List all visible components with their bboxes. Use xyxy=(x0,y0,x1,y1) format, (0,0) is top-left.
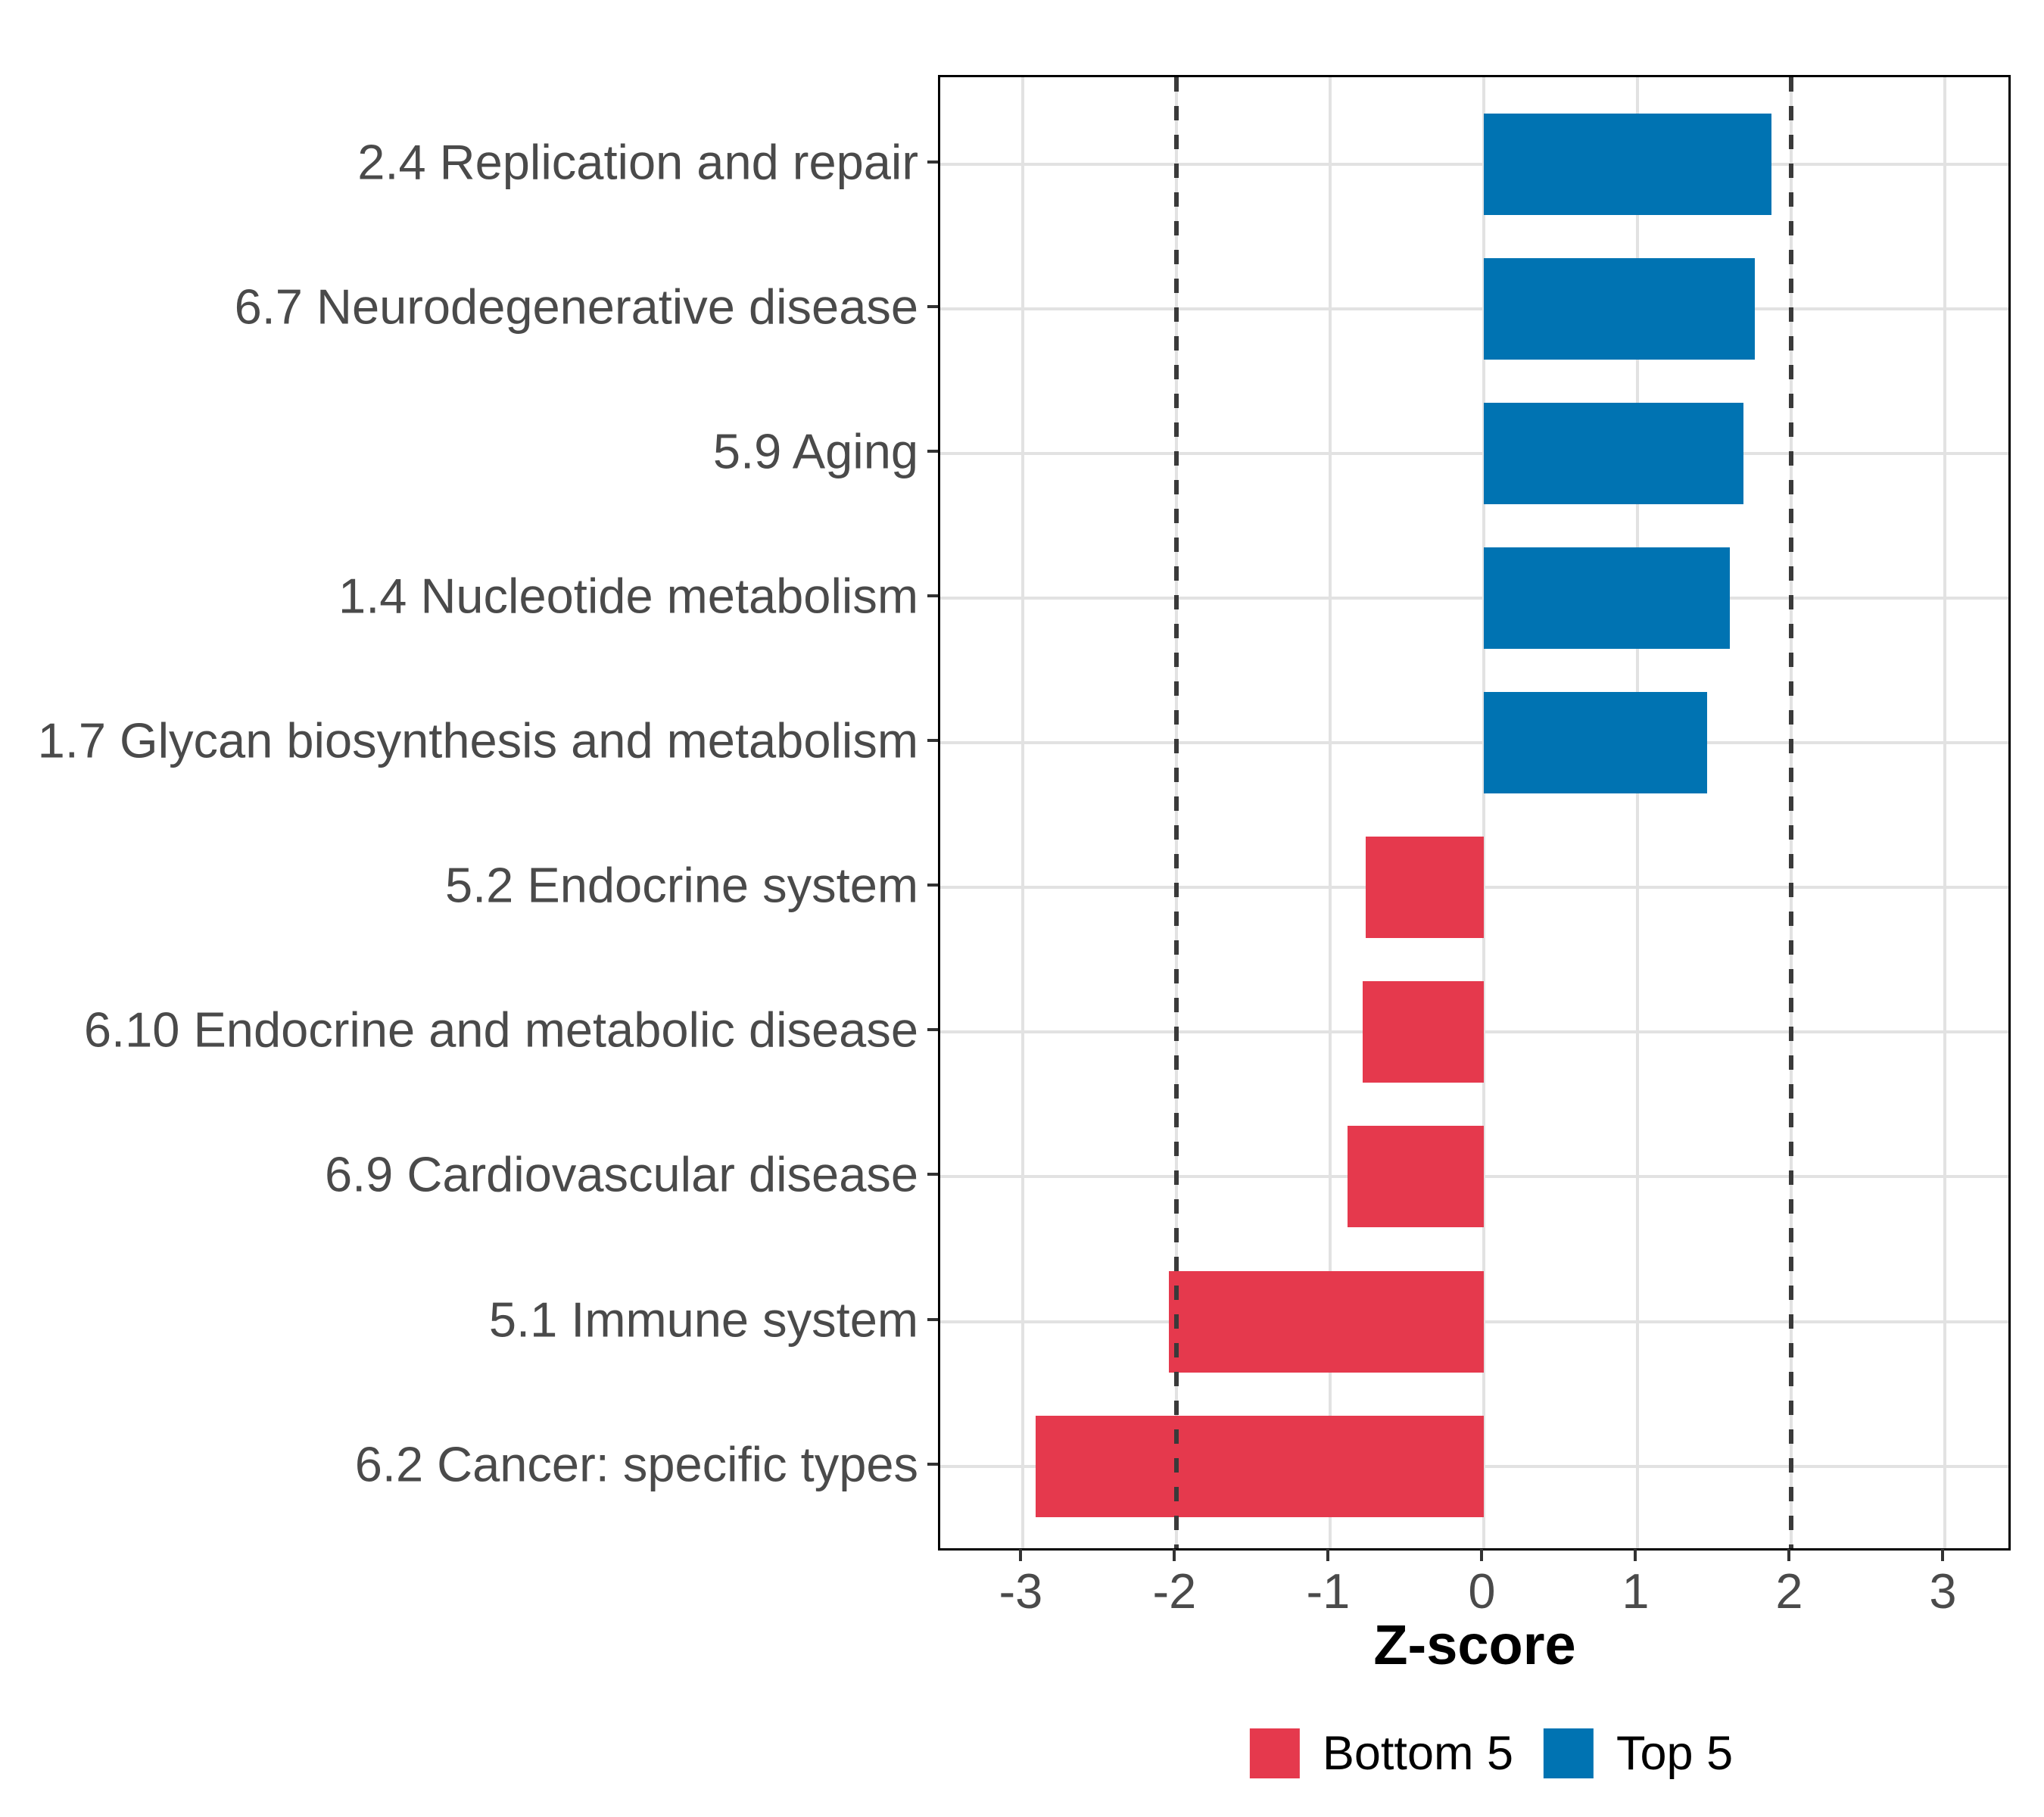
gridline-y xyxy=(940,597,2008,600)
x-tick-mark xyxy=(1634,1549,1637,1561)
x-tick-label: -1 xyxy=(1306,1563,1351,1619)
y-tick-mark xyxy=(927,884,938,887)
bar-bottom5 xyxy=(1366,837,1485,939)
bar-top5 xyxy=(1484,257,1755,360)
y-axis-label: 1.4 Nucleotide metabolism xyxy=(338,568,918,624)
y-axis-label: 1.7 Glycan biosynthesis and metabolism xyxy=(37,712,918,768)
legend-item-bottom-5: Bottom 5 xyxy=(1249,1726,1513,1780)
x-tick-label: -2 xyxy=(1152,1563,1197,1619)
y-axis-label: 5.9 Aging xyxy=(712,423,918,479)
reference-line-2 xyxy=(1789,77,1794,1548)
y-axis-label: 5.2 Endocrine system xyxy=(444,857,918,913)
gridline-x-0 xyxy=(1482,77,1486,1548)
bar-bottom5 xyxy=(1363,981,1485,1083)
x-tick-mark xyxy=(1326,1549,1330,1561)
x-tick-mark xyxy=(1480,1549,1484,1561)
x-axis-title: Z-score xyxy=(1373,1613,1576,1676)
y-axis-label: 6.10 Endocrine and metabolic disease xyxy=(83,1002,918,1058)
y-tick-mark xyxy=(927,1028,938,1032)
y-axis-label: 6.2 Cancer: specific types xyxy=(354,1436,918,1492)
gridline-x--1 xyxy=(1329,77,1332,1548)
x-tick-mark xyxy=(1173,1549,1176,1561)
reference-line--2 xyxy=(1174,77,1179,1548)
gridline-x-3 xyxy=(1943,77,1947,1548)
y-tick-mark xyxy=(927,1317,938,1321)
legend-swatch-bottom-5 xyxy=(1249,1728,1300,1778)
gridline-y xyxy=(940,307,2008,310)
bar-bottom5 xyxy=(1347,1126,1485,1228)
y-tick-mark xyxy=(927,160,938,164)
x-tick-label: -3 xyxy=(999,1563,1043,1619)
x-tick-mark xyxy=(1019,1549,1023,1561)
bar-bottom5 xyxy=(1035,1415,1485,1517)
legend-swatch-top-5 xyxy=(1544,1728,1594,1778)
legend-item-top-5: Top 5 xyxy=(1544,1728,1733,1778)
gridline-y xyxy=(940,162,2008,166)
legend-label: Top 5 xyxy=(1616,1726,1734,1780)
bar-top5 xyxy=(1484,547,1731,649)
y-tick-mark xyxy=(927,304,938,308)
y-tick-mark xyxy=(927,1462,938,1466)
bar-top5 xyxy=(1484,692,1707,794)
gridline-x--3 xyxy=(1021,77,1025,1548)
legend: Bottom 5 Top 5 xyxy=(1249,1726,1733,1780)
y-tick-mark xyxy=(927,594,938,597)
bar-bottom5 xyxy=(1169,1270,1485,1373)
gridline-y xyxy=(940,741,2008,745)
y-tick-mark xyxy=(927,449,938,453)
x-tick-label: 2 xyxy=(1775,1563,1803,1619)
x-tick-label: 1 xyxy=(1622,1563,1650,1619)
y-axis-label: 2.4 Replication and repair xyxy=(357,134,918,190)
y-axis-label: 6.7 Neurodegenerative disease xyxy=(234,279,918,335)
legend-label: Bottom 5 xyxy=(1322,1726,1513,1780)
gridline-x-1 xyxy=(1636,77,1640,1548)
gridline-y xyxy=(940,451,2008,455)
y-tick-mark xyxy=(927,739,938,743)
x-tick-mark xyxy=(1787,1549,1791,1561)
y-tick-mark xyxy=(927,1173,938,1177)
x-tick-label: 0 xyxy=(1468,1563,1496,1619)
y-axis-label: 5.1 Immune system xyxy=(488,1292,918,1347)
x-tick-mark xyxy=(1941,1549,1945,1561)
y-axis-label: 6.9 Cardiovascular disease xyxy=(324,1146,918,1202)
bar-top5 xyxy=(1484,402,1744,504)
x-tick-label: 3 xyxy=(1929,1563,1957,1619)
bar-top5 xyxy=(1484,113,1771,215)
plot-panel xyxy=(938,75,2011,1551)
